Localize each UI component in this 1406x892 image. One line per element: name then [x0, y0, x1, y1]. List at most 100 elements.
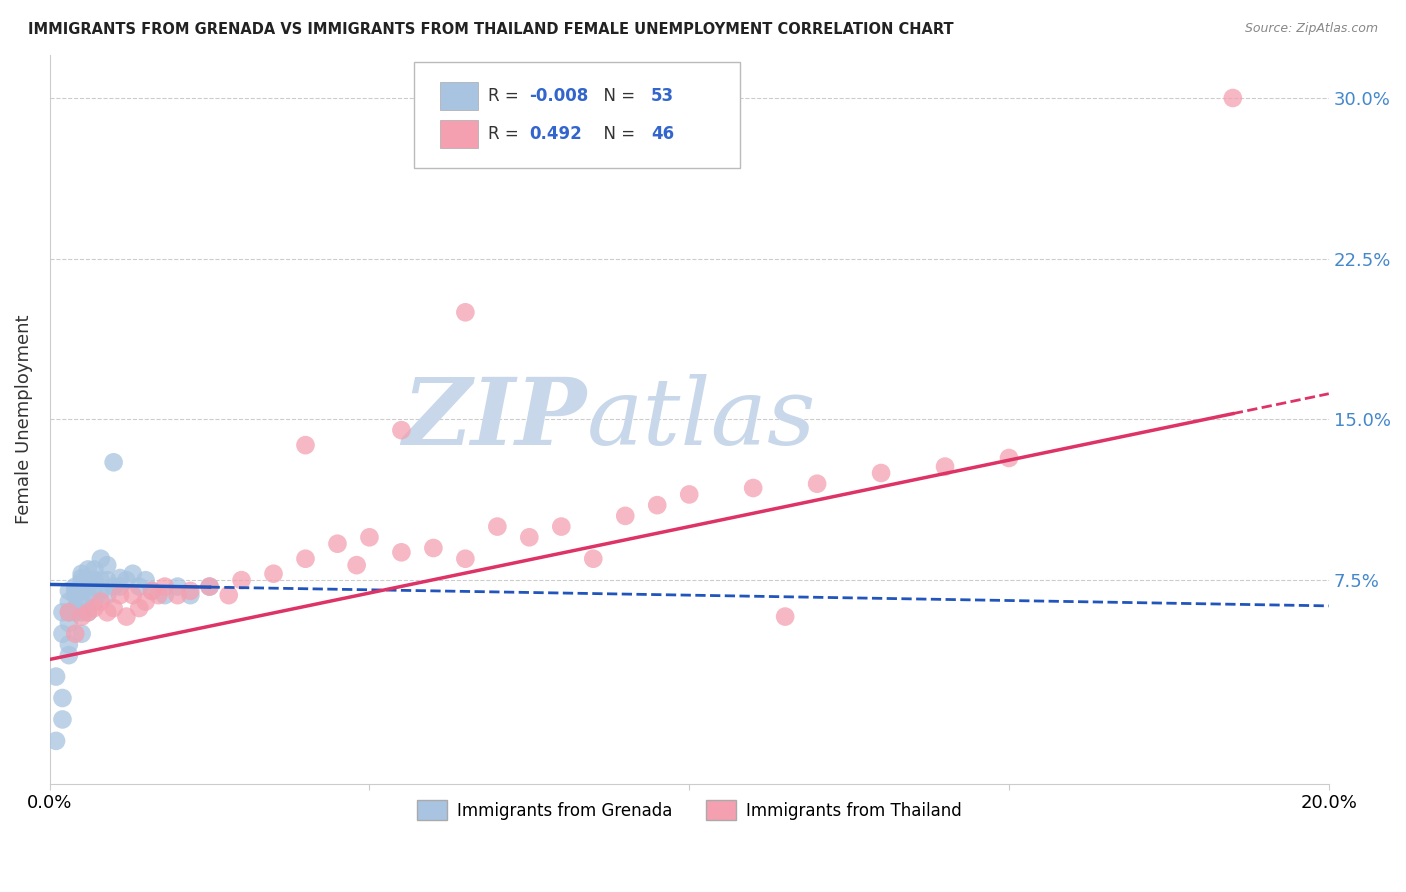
- Point: [58, 637, 80, 651]
- Point: [90, 551, 112, 566]
- Point: [294, 551, 316, 566]
- Point: [645, 498, 668, 512]
- Y-axis label: Female Unemployment: Female Unemployment: [15, 315, 32, 524]
- Point: [77, 573, 100, 587]
- Text: Source: ZipAtlas.com: Source: ZipAtlas.com: [1244, 22, 1378, 36]
- Point: [359, 530, 381, 544]
- Point: [103, 601, 125, 615]
- Point: [166, 588, 188, 602]
- FancyBboxPatch shape: [415, 62, 741, 168]
- Point: [45, 734, 67, 748]
- Point: [391, 545, 413, 559]
- Point: [96, 573, 118, 587]
- Point: [83, 573, 105, 587]
- Point: [83, 594, 105, 608]
- Point: [65, 626, 87, 640]
- Point: [51, 691, 73, 706]
- Point: [45, 670, 67, 684]
- Point: [70, 609, 93, 624]
- Text: 46: 46: [651, 125, 673, 143]
- Text: IMMIGRANTS FROM GRENADA VS IMMIGRANTS FROM THAILAND FEMALE UNEMPLOYMENT CORRELAT: IMMIGRANTS FROM GRENADA VS IMMIGRANTS FR…: [28, 22, 953, 37]
- Point: [83, 580, 105, 594]
- Point: [77, 605, 100, 619]
- Point: [141, 583, 163, 598]
- Point: [678, 487, 700, 501]
- Point: [96, 558, 118, 573]
- Point: [263, 566, 285, 581]
- Point: [70, 580, 93, 594]
- Point: [115, 609, 138, 624]
- Point: [135, 573, 157, 587]
- Point: [517, 530, 540, 544]
- Point: [148, 588, 170, 602]
- Point: [121, 588, 143, 602]
- Text: R =: R =: [488, 87, 524, 105]
- Point: [51, 605, 73, 619]
- Point: [198, 580, 221, 594]
- Point: [391, 423, 413, 437]
- Point: [582, 551, 605, 566]
- Point: [135, 594, 157, 608]
- Point: [115, 573, 138, 587]
- Point: [70, 605, 93, 619]
- Point: [70, 583, 93, 598]
- Point: [153, 580, 176, 594]
- Point: [96, 605, 118, 619]
- Point: [58, 594, 80, 608]
- Point: [128, 580, 150, 594]
- Point: [870, 466, 893, 480]
- Point: [51, 626, 73, 640]
- Text: N =: N =: [593, 87, 641, 105]
- Point: [51, 713, 73, 727]
- Point: [121, 566, 143, 581]
- Point: [65, 588, 87, 602]
- Point: [77, 562, 100, 576]
- Point: [77, 605, 100, 619]
- Point: [179, 588, 201, 602]
- Text: ZIP: ZIP: [402, 375, 586, 465]
- Point: [179, 583, 201, 598]
- Point: [231, 573, 253, 587]
- Legend: Immigrants from Grenada, Immigrants from Thailand: Immigrants from Grenada, Immigrants from…: [411, 794, 969, 826]
- Point: [90, 573, 112, 587]
- Point: [128, 601, 150, 615]
- Point: [83, 562, 105, 576]
- Point: [454, 551, 477, 566]
- Point: [614, 508, 637, 523]
- Text: 0.492: 0.492: [529, 125, 582, 143]
- Text: -0.008: -0.008: [529, 87, 589, 105]
- Point: [70, 566, 93, 581]
- Point: [65, 583, 87, 598]
- Point: [90, 583, 112, 598]
- Point: [153, 588, 176, 602]
- Point: [108, 580, 131, 594]
- Point: [454, 305, 477, 319]
- Point: [58, 583, 80, 598]
- Point: [58, 605, 80, 619]
- Point: [103, 580, 125, 594]
- Point: [166, 580, 188, 594]
- Point: [773, 609, 796, 624]
- Point: [742, 481, 765, 495]
- Text: R =: R =: [488, 125, 530, 143]
- Point: [103, 455, 125, 469]
- Point: [934, 459, 956, 474]
- Point: [294, 438, 316, 452]
- Point: [90, 594, 112, 608]
- Point: [70, 594, 93, 608]
- Text: 53: 53: [651, 87, 673, 105]
- Text: atlas: atlas: [586, 375, 817, 465]
- Point: [58, 615, 80, 630]
- Point: [550, 519, 572, 533]
- Point: [806, 476, 828, 491]
- Point: [108, 588, 131, 602]
- Point: [70, 571, 93, 585]
- Point: [1222, 91, 1244, 105]
- Point: [486, 519, 509, 533]
- Point: [58, 648, 80, 662]
- Point: [77, 588, 100, 602]
- Point: [422, 541, 444, 555]
- Point: [65, 601, 87, 615]
- Point: [108, 571, 131, 585]
- Point: [83, 601, 105, 615]
